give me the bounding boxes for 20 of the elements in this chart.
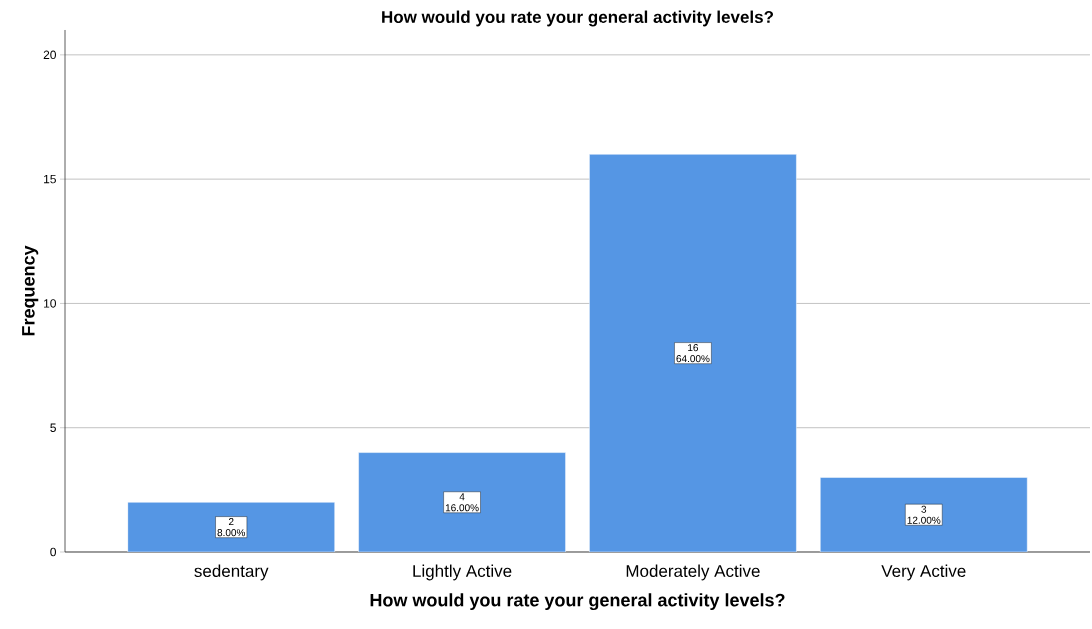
chart-title: How would you rate your general activity levels? <box>382 10 773 27</box>
bar <box>820 477 1028 552</box>
y-tick-label: 0 <box>50 547 56 557</box>
x-tick-label: Very Active <box>881 564 966 581</box>
x-axis-title: How would you rate your general activity levels? <box>370 593 785 611</box>
y-tick-label: 20 <box>43 50 56 60</box>
data-label: 16 64.00% <box>676 344 710 363</box>
data-label: 4 16.00% <box>445 493 479 512</box>
x-tick-label: sedentary <box>194 564 269 581</box>
bar <box>358 452 566 552</box>
data-label: 2 8.00% <box>217 518 246 537</box>
data-label: 3 12.00% <box>907 505 941 524</box>
x-tick-label: Lightly Active <box>413 564 512 581</box>
y-tick-label: 10 <box>44 299 56 308</box>
x-tick-label: Moderately Active <box>626 564 760 581</box>
bar <box>589 154 797 552</box>
bar <box>127 502 335 552</box>
y-axis-title: Frequency <box>22 245 39 336</box>
y-tick-label: 15 <box>44 174 56 184</box>
y-tick-label: 5 <box>50 423 56 432</box>
